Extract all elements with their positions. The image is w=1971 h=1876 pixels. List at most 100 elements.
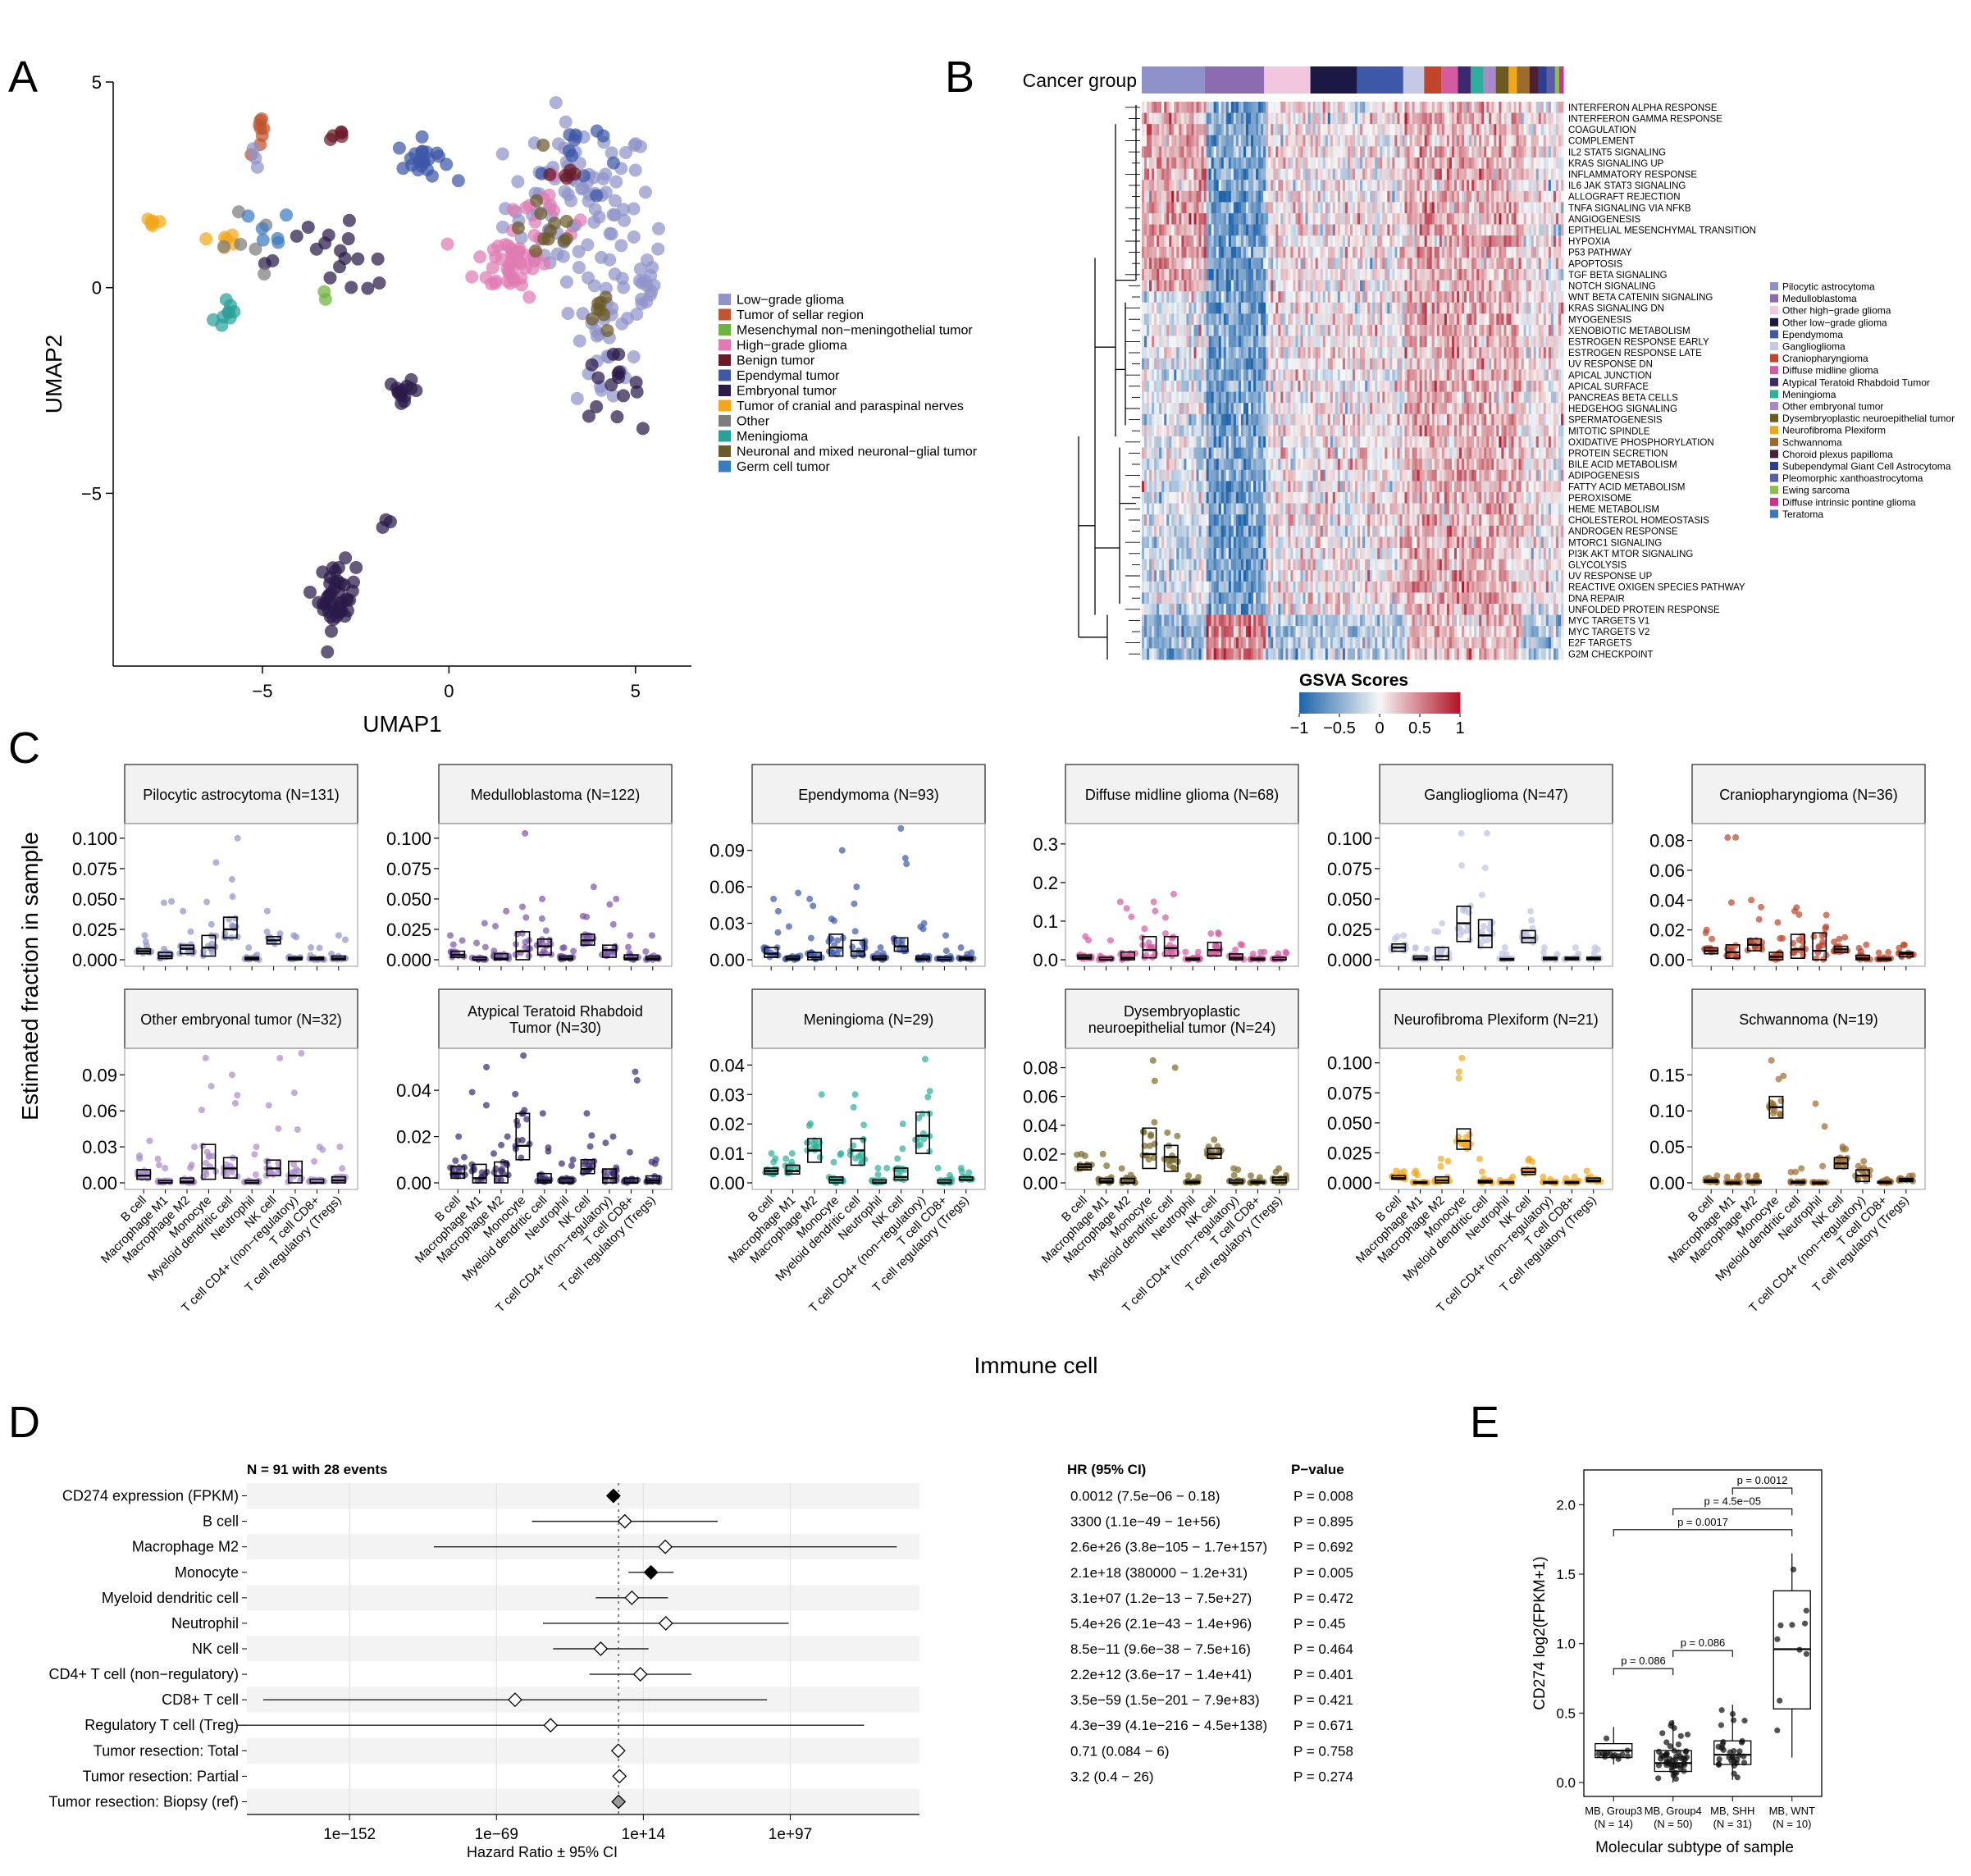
heatmap-cell: [1337, 291, 1341, 304]
heatmap-cell: [1330, 202, 1334, 214]
heatmap-cell: [1337, 381, 1341, 392]
heatmap-cell: [1258, 235, 1262, 248]
heatmap-cell: [1159, 124, 1162, 136]
heatmap-cell: [1436, 381, 1440, 392]
heatmap-cell: [1355, 291, 1358, 304]
heatmap-cell: [1342, 168, 1346, 180]
heatmap-cell: [1419, 190, 1423, 203]
heatmap-cell: [1317, 246, 1321, 258]
heatmap-cell: [1496, 381, 1499, 392]
heatmap-cell: [1337, 124, 1341, 136]
heatmap-cell: [1513, 168, 1517, 180]
heatmap-cell: [1362, 146, 1366, 158]
heatmap-cell: [1238, 313, 1242, 326]
heatmap-cell: [1471, 146, 1475, 158]
heatmap-cell: [1372, 102, 1376, 113]
heatmap-cell: [1225, 235, 1230, 248]
heatmap-cell: [1223, 202, 1227, 214]
annotation-block: [1546, 66, 1556, 94]
heatmap-cell: [1305, 168, 1308, 180]
heatmap-cell: [1243, 313, 1247, 326]
heatmap-cell: [1451, 358, 1455, 370]
heatmap-cell: [1446, 358, 1450, 370]
heatmap-cell: [1360, 112, 1363, 125]
heatmap-cell: [1404, 325, 1408, 336]
heatmap-cell: [1429, 112, 1433, 125]
heatmap-cell: [1149, 358, 1152, 370]
heatmap-cell: [1467, 358, 1470, 370]
heatmap-cell: [1193, 213, 1197, 225]
heatmap-cell: [1394, 213, 1398, 225]
heatmap-cell: [1560, 168, 1564, 180]
heatmap-cell: [1240, 313, 1244, 326]
heatmap-cell: [1526, 102, 1530, 113]
data-point: [491, 240, 505, 253]
heatmap-cell: [1518, 224, 1522, 236]
heatmap-cell: [1278, 269, 1281, 281]
data-point: [256, 233, 270, 247]
heatmap-cell: [1266, 369, 1269, 381]
heatmap-cell: [1307, 302, 1311, 314]
heatmap-cell: [1550, 381, 1554, 392]
heatmap-cell: [1412, 347, 1415, 359]
heatmap-cell: [1484, 347, 1487, 359]
heatmap-cell: [1506, 335, 1509, 348]
heatmap-cell: [1307, 358, 1311, 370]
heatmap-cell: [1362, 168, 1366, 180]
heatmap-cell: [1211, 124, 1215, 136]
heatmap-cell: [1147, 180, 1150, 192]
heatmap-cell: [1479, 246, 1482, 258]
heatmap-cell: [1322, 112, 1326, 125]
heatmap-cell: [1553, 258, 1557, 270]
heatmap-cell: [1456, 381, 1460, 392]
heatmap-cell: [1285, 280, 1289, 292]
heatmap-cell: [1417, 124, 1421, 136]
heatmap-cell: [1320, 369, 1324, 381]
heatmap-cell: [1469, 347, 1472, 359]
heatmap-cell: [1377, 213, 1380, 225]
heatmap-cell: [1392, 280, 1395, 292]
heatmap-cell: [1508, 302, 1512, 314]
heatmap-cell: [1526, 146, 1530, 158]
heatmap-cell: [1451, 302, 1455, 314]
heatmap-cell: [1149, 157, 1152, 169]
heatmap-cell: [1419, 102, 1423, 113]
heatmap-cell: [1174, 135, 1177, 147]
heatmap-cell: [1305, 213, 1308, 225]
heatmap-cell: [1431, 202, 1435, 214]
heatmap-cell: [1275, 124, 1279, 136]
heatmap-cell: [1325, 157, 1329, 169]
heatmap-cell: [1206, 291, 1210, 304]
heatmap-cell: [1399, 269, 1403, 281]
x-tick-label: −5: [252, 681, 272, 701]
annotation-block: [1483, 66, 1497, 94]
heatmap-cell: [1228, 391, 1232, 404]
heatmap-cell: [1548, 190, 1552, 203]
heatmap-cell: [1208, 180, 1212, 192]
heatmap-cell: [1258, 280, 1262, 292]
heatmap-cell: [1256, 190, 1259, 203]
heatmap-cell: [1223, 280, 1227, 292]
heatmap-cell: [1380, 347, 1383, 359]
heatmap-cell: [1300, 102, 1303, 113]
heatmap-cell: [1453, 168, 1458, 180]
heatmap-cell: [1191, 280, 1194, 292]
heatmap-cell: [1538, 235, 1542, 248]
heatmap-cell: [1407, 358, 1410, 370]
heatmap-cell: [1481, 135, 1485, 147]
heatmap-cell: [1449, 313, 1453, 326]
heatmap-cell: [1332, 202, 1336, 214]
heatmap-cell: [1261, 235, 1264, 248]
heatmap-cell: [1298, 347, 1301, 359]
heatmap-cell: [1441, 302, 1445, 314]
heatmap-cell: [1392, 213, 1395, 225]
heatmap-cell: [1538, 280, 1542, 292]
heatmap-cell: [1152, 325, 1155, 336]
heatmap-cell: [1540, 202, 1544, 214]
heatmap-cell: [1439, 291, 1443, 304]
heatmap-cell: [1349, 313, 1353, 326]
heatmap-cell: [1347, 180, 1351, 192]
row-label: INTERFERON ALPHA RESPONSE: [1568, 103, 1718, 113]
heatmap-cell: [1238, 280, 1242, 292]
heatmap-cell: [1533, 358, 1537, 370]
